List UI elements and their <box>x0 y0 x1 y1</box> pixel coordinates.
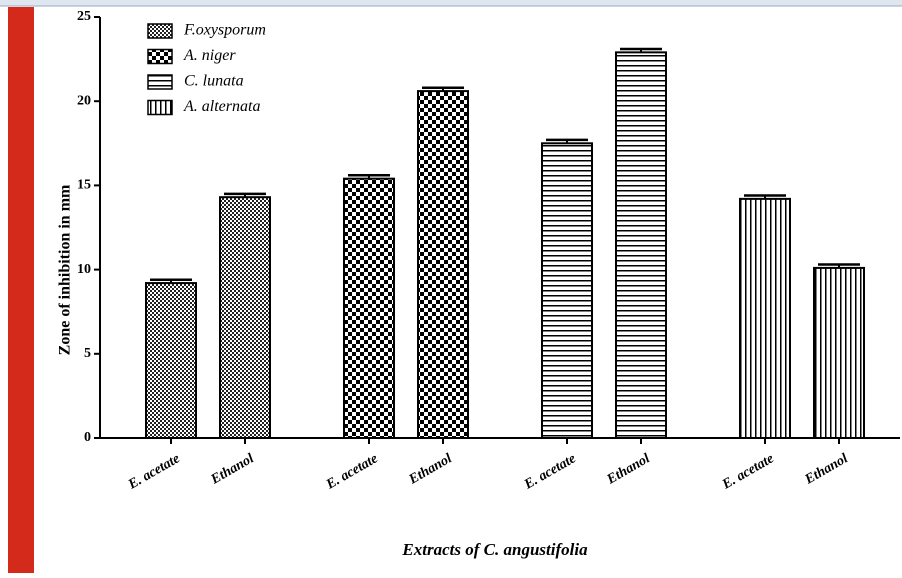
side-bar <box>8 7 34 573</box>
x-tick-label: E. acetate <box>719 451 777 493</box>
y-tick-label: 25 <box>77 9 91 24</box>
legend-label: A. niger <box>183 47 236 64</box>
x-tick-label: Ethanol <box>406 451 455 488</box>
x-tick-label: E. acetate <box>521 451 579 493</box>
legend-label: A. alternata <box>183 98 260 115</box>
bar <box>219 196 271 439</box>
y-tick-label: 20 <box>77 93 91 108</box>
bar <box>417 90 469 439</box>
legend-label: C. lunata <box>184 73 244 90</box>
legend-swatch <box>147 74 173 90</box>
y-tick-label: 0 <box>84 430 91 445</box>
top-strip <box>0 0 902 6</box>
y-tick-label: 15 <box>77 178 91 193</box>
y-tick-label: 10 <box>77 262 91 277</box>
x-axis-label: Extracts of C. angustifolia <box>401 540 588 559</box>
bar <box>343 177 395 439</box>
y-tick-label: 5 <box>84 346 91 361</box>
legend-swatch <box>147 99 173 116</box>
x-tick-label: Ethanol <box>604 451 653 488</box>
y-axis-label: Zone of inhibition in mm <box>57 184 74 355</box>
bar <box>541 142 593 440</box>
legend-label: F.oxysporum <box>183 22 266 39</box>
x-tick-label: Ethanol <box>208 451 257 488</box>
legend-swatch <box>147 23 173 39</box>
legend-swatch <box>147 48 173 65</box>
x-tick-label: Ethanol <box>802 451 851 488</box>
bar <box>813 266 865 439</box>
bar <box>739 197 791 439</box>
bar <box>145 282 197 439</box>
bar <box>615 51 667 439</box>
x-tick-label: E. acetate <box>125 451 183 493</box>
x-tick-label: E. acetate <box>323 451 381 493</box>
